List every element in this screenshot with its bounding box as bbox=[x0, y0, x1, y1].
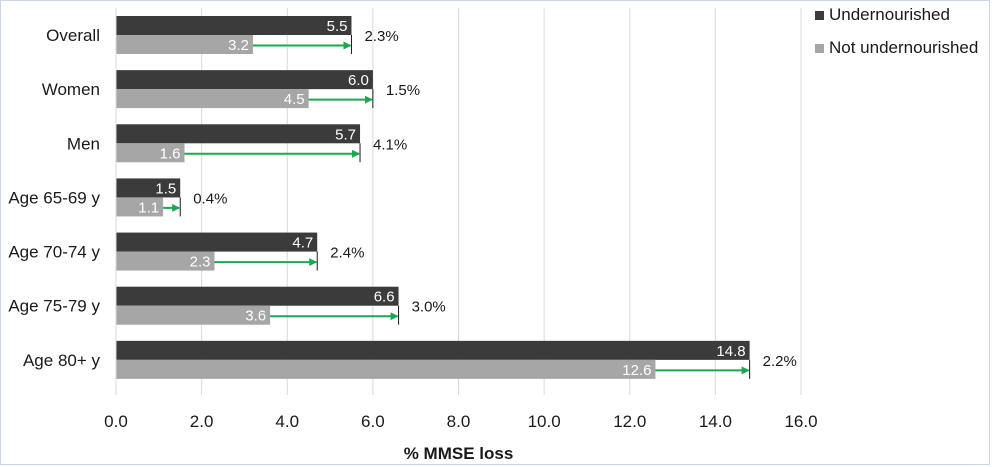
bar-not-undernourished bbox=[116, 305, 271, 325]
bar-value-label: 5.7 bbox=[335, 126, 356, 143]
bar-not-undernourished bbox=[116, 35, 253, 54]
bar-marks bbox=[116, 16, 750, 379]
bar-undernourished bbox=[116, 16, 352, 35]
legend-item-undernourished: Undernourished bbox=[815, 4, 978, 26]
category-label: Men bbox=[67, 134, 100, 153]
x-tick-label: 2.0 bbox=[190, 412, 214, 431]
category-label: Age 80+ y bbox=[23, 351, 101, 370]
x-tick-label: 12.0 bbox=[613, 412, 646, 431]
category-label: Age 65-69 y bbox=[8, 188, 100, 207]
x-tick-label: 16.0 bbox=[784, 412, 817, 431]
bar-value-label: 6.0 bbox=[348, 72, 369, 89]
difference-label: 1.5% bbox=[386, 82, 420, 99]
bar-undernourished bbox=[116, 340, 750, 360]
bar-not-undernourished bbox=[116, 89, 309, 109]
bar-undernourished bbox=[116, 232, 318, 252]
bar-not-undernourished bbox=[116, 143, 185, 163]
bar-value-label: 3.6 bbox=[245, 308, 266, 325]
text-labels: 0.0 2.0 4.0 6.0 8.0 10.0 12.0 14.0 16.0 Overall 5.… bbox=[8, 18, 817, 431]
bar-not-undernourished bbox=[116, 359, 656, 379]
x-axis-title: % MMSE loss bbox=[404, 444, 514, 463]
category-label: Overall bbox=[46, 26, 100, 45]
bar-value-label: 2.3 bbox=[190, 254, 211, 271]
x-tick-label: 8.0 bbox=[447, 412, 471, 431]
bar-undernourished bbox=[116, 286, 399, 306]
bar-undernourished bbox=[116, 70, 373, 90]
bar-value-label: 5.5 bbox=[327, 18, 348, 35]
bar-value-label: 12.6 bbox=[622, 362, 651, 379]
bar-not-undernourished bbox=[116, 251, 215, 271]
legend-swatch-not-undernourished bbox=[815, 43, 824, 53]
bar-value-label: 4.5 bbox=[284, 91, 305, 108]
bar-undernourished bbox=[116, 124, 361, 144]
bar-undernourished bbox=[116, 178, 181, 198]
category-label: Women bbox=[42, 80, 100, 99]
x-tick-label: 4.0 bbox=[275, 412, 299, 431]
legend-label-undernourished: Undernourished bbox=[829, 5, 950, 24]
difference-label: 2.3% bbox=[364, 28, 398, 45]
legend-label-not-undernourished: Not undernourished bbox=[829, 38, 979, 57]
bar-value-label: 1.5 bbox=[155, 180, 176, 197]
bar-value-label: 1.6 bbox=[160, 145, 181, 162]
x-tick-label: 14.0 bbox=[699, 412, 732, 431]
difference-arrows bbox=[163, 35, 751, 379]
difference-label: 3.0% bbox=[412, 299, 446, 316]
difference-label: 0.4% bbox=[193, 190, 227, 207]
bar-value-label: 1.1 bbox=[138, 199, 159, 216]
legend: Undernourished Not undernourished bbox=[815, 4, 978, 70]
bar-value-label: 6.6 bbox=[374, 289, 395, 306]
bar-value-label: 4.7 bbox=[292, 235, 313, 252]
difference-label: 2.4% bbox=[330, 245, 364, 262]
bar-not-undernourished bbox=[116, 197, 164, 217]
difference-label: 4.1% bbox=[373, 136, 407, 153]
category-label: Age 70-74 y bbox=[8, 243, 100, 262]
category-label: Age 75-79 y bbox=[8, 297, 100, 316]
x-tick-label: 6.0 bbox=[361, 412, 385, 431]
gridlines bbox=[201, 8, 802, 395]
legend-item-not-undernourished: Not undernourished bbox=[815, 37, 978, 59]
x-tick-label: 0.0 bbox=[104, 412, 128, 431]
legend-swatch-undernourished bbox=[815, 10, 824, 20]
bar-value-label: 14.8 bbox=[716, 343, 745, 360]
difference-label: 2.2% bbox=[763, 353, 797, 370]
bar-value-label: 3.2 bbox=[228, 37, 249, 54]
x-tick-label: 10.0 bbox=[528, 412, 561, 431]
